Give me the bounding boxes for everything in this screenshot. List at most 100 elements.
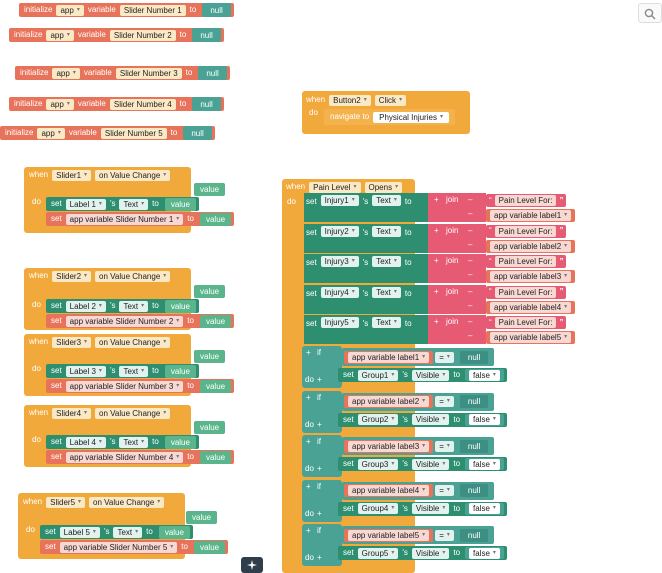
component-dropdown[interactable]: Slider4 <box>52 407 92 419</box>
text-field[interactable]: Pain Level For: <box>494 225 557 237</box>
property-dropdown[interactable]: Visible <box>411 547 450 559</box>
text-field[interactable]: Pain Level For: <box>494 195 557 206</box>
mutator-plus-icon[interactable]: + <box>317 508 322 518</box>
scope-dropdown[interactable]: app <box>46 29 74 41</box>
variable-name-field[interactable]: Slider Number 5 <box>100 127 167 139</box>
init-global-block[interactable]: initialize app variable Slider Number 2 … <box>9 28 224 42</box>
property-dropdown[interactable]: Text <box>372 256 401 267</box>
component-dropdown[interactable]: Injury3 <box>320 256 359 267</box>
text-string-block[interactable]: “ Pain Level For: ” <box>486 194 567 207</box>
event-block-slider3[interactable]: when Slider3 on Value Change value do se… <box>24 334 235 396</box>
variable-dropdown[interactable]: app variable label3 <box>348 440 430 452</box>
set-injury-text-block[interactable]: set Injury4 's Text to <box>304 284 432 314</box>
boolean-dropdown[interactable]: false <box>469 547 500 559</box>
drag-cursor-badge[interactable] <box>241 557 263 573</box>
set-injury-text-block[interactable]: set Injury3 's Text to <box>304 254 432 283</box>
property-dropdown[interactable]: Text <box>372 225 401 237</box>
property-dropdown[interactable]: Text <box>372 317 401 328</box>
value-getter[interactable]: value <box>164 197 196 211</box>
value-param[interactable]: value <box>194 183 226 196</box>
value-getter[interactable]: value <box>164 299 196 313</box>
component-dropdown[interactable]: Injury5 <box>320 317 359 328</box>
navigate-block[interactable]: navigate to Physical Injuries <box>324 109 455 125</box>
mutator-plus-icon[interactable]: + <box>434 195 439 204</box>
variable-dropdown[interactable]: app variable Slider Number 1 <box>65 213 184 225</box>
null-block[interactable]: null <box>192 97 221 111</box>
value-getter[interactable]: value <box>193 540 226 554</box>
variable-name-field[interactable]: Slider Number 4 <box>109 98 176 110</box>
set-group-visible-block[interactable]: set Group1 's Visible to false <box>338 368 507 382</box>
mutator-plus-icon[interactable]: + <box>434 256 439 265</box>
join-block[interactable]: + join – – <box>428 254 486 283</box>
boolean-dropdown[interactable]: false <box>469 369 500 381</box>
component-dropdown[interactable]: Group4 <box>357 503 399 514</box>
variable-dropdown[interactable]: app variable label3 <box>490 271 572 282</box>
component-dropdown[interactable]: Button2 <box>329 94 371 106</box>
text-field[interactable]: Pain Level For: <box>494 317 557 328</box>
component-dropdown[interactable]: Group5 <box>357 547 399 559</box>
value-param[interactable]: value <box>186 511 218 524</box>
component-dropdown[interactable]: Label 4 <box>65 436 106 448</box>
property-dropdown[interactable]: Visible <box>411 369 450 381</box>
workspace-search-button[interactable] <box>638 3 662 23</box>
join-block[interactable]: + join – – <box>428 223 486 253</box>
component-dropdown[interactable]: Slider5 <box>46 496 86 508</box>
property-dropdown[interactable]: Visible <box>411 503 450 514</box>
property-dropdown[interactable]: Text <box>119 198 149 210</box>
event-block-button2-click[interactable]: when Button2 Click do navigate to Physic… <box>302 91 470 134</box>
mutator-plus-icon[interactable]: + <box>434 225 439 235</box>
value-getter[interactable]: value <box>199 450 232 464</box>
if-block[interactable]: + if do + <box>302 390 342 433</box>
if-block[interactable]: + if do + <box>302 479 342 522</box>
value-getter[interactable]: value <box>164 435 196 449</box>
component-dropdown[interactable]: Slider1 <box>52 169 92 181</box>
null-block[interactable]: null <box>192 28 221 42</box>
text-string-block[interactable]: “ Pain Level For: ” <box>486 285 567 299</box>
component-dropdown[interactable]: Injury2 <box>320 225 359 237</box>
get-variable-block[interactable]: app variable label1 <box>486 209 576 222</box>
value-param[interactable]: value <box>194 285 226 298</box>
component-dropdown[interactable]: Slider3 <box>52 336 92 348</box>
null-block[interactable]: null <box>459 528 489 542</box>
set-variable-block[interactable]: set app variable Slider Number 3 to valu… <box>46 379 235 393</box>
get-variable-block[interactable]: app variable label4 <box>344 484 434 497</box>
null-block[interactable]: null <box>183 126 212 140</box>
property-dropdown[interactable]: Text <box>372 286 401 298</box>
value-param[interactable]: value <box>194 350 226 363</box>
mutator-plus-icon[interactable]: + <box>317 464 322 473</box>
set-variable-block[interactable]: set app variable Slider Number 1 to valu… <box>46 212 235 226</box>
set-property-block[interactable]: set Label 4 's Text to value <box>46 435 199 449</box>
compare-block[interactable]: app variable label3 = null <box>342 437 494 455</box>
boolean-block[interactable]: false <box>465 369 504 381</box>
get-variable-block[interactable]: app variable label2 <box>344 395 434 408</box>
event-block-slider1[interactable]: when Slider1 on Value Change value do se… <box>24 167 235 233</box>
value-getter[interactable]: value <box>164 364 196 378</box>
mutator-plus-icon[interactable]: + <box>306 437 311 446</box>
mutator-plus-icon[interactable]: + <box>434 286 439 296</box>
get-variable-block[interactable]: app variable label3 <box>344 439 434 453</box>
compare-block[interactable]: app variable label1 = null <box>342 348 494 366</box>
set-property-block[interactable]: set Label 3 's Text to value <box>46 364 199 378</box>
set-group-visible-block[interactable]: set Group5 's Visible to false <box>338 546 507 560</box>
if-block[interactable]: + if do + <box>302 346 342 388</box>
event-block-slider4[interactable]: when Slider4 on Value Change value do se… <box>24 405 235 467</box>
event-dropdown[interactable]: on Value Change <box>95 407 171 419</box>
property-dropdown[interactable]: Text <box>372 195 401 206</box>
variable-dropdown[interactable]: app variable label2 <box>348 396 430 407</box>
if-block[interactable]: + if do + <box>302 435 342 477</box>
operator-dropdown[interactable]: = <box>435 440 454 452</box>
set-property-block[interactable]: set Label 2 's Text to value <box>46 299 199 313</box>
variable-dropdown[interactable]: app variable label1 <box>490 210 572 221</box>
get-variable-block[interactable]: app variable label5 <box>486 331 576 344</box>
variable-name-field[interactable]: Slider Number 3 <box>115 67 182 79</box>
component-dropdown[interactable]: Group3 <box>357 458 399 470</box>
scope-dropdown[interactable]: app <box>56 4 84 16</box>
event-block-slider5[interactable]: when Slider5 on Value Change value do se… <box>18 493 229 559</box>
set-variable-block[interactable]: set app variable Slider Number 4 to valu… <box>46 450 235 464</box>
mutator-plus-icon[interactable]: + <box>306 526 311 535</box>
value-getter[interactable]: value <box>199 314 232 328</box>
null-block[interactable]: null <box>459 395 489 408</box>
get-variable-block[interactable]: app variable label2 <box>486 239 576 253</box>
variable-dropdown[interactable]: app variable label5 <box>490 332 572 343</box>
set-group-visible-block[interactable]: set Group2 's Visible to false <box>338 412 507 427</box>
